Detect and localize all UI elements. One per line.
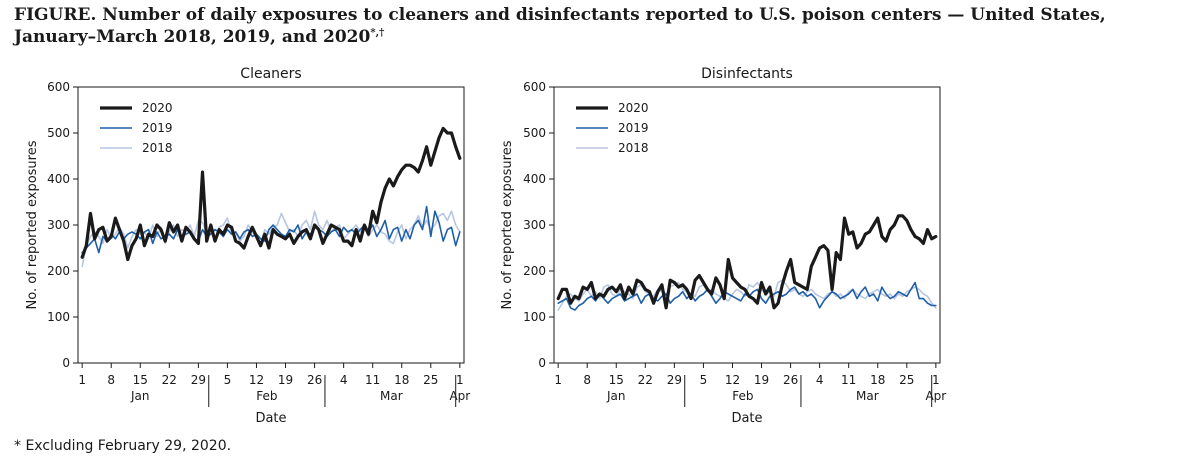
disinfectants-x-tick-label: 29 [667,373,682,387]
cleaners-y-tick-label: 200 [47,264,70,278]
disinfectants-x-tick-label: 8 [583,373,591,387]
disinfectants-plot-frame [553,86,941,364]
disinfectants-y-tick-label: 100 [523,310,546,324]
disinfectants-y-tick-label: 0 [538,356,546,370]
cleaners-y-tick-label: 500 [47,126,70,140]
cleaners-x-tick-label: 19 [278,373,293,387]
disinfectants-x-tick-label: 5 [700,373,708,387]
cleaners-x-axis-label: Date [255,411,286,426]
disinfectants-month-label: Jan [606,389,626,403]
disinfectants-x-tick-label: 26 [783,373,798,387]
cleaners-legend-label-2018: 2018 [142,141,173,155]
disinfectants-x-tick-label: 1 [932,373,940,387]
cleaners-x-tick-label: 25 [423,373,438,387]
cleaners-series-2020-line [80,126,462,262]
cleaners-x-tick-label: 1 [78,373,86,387]
cleaners-month-label: Apr [449,389,470,403]
cleaners-x-tick-label: 11 [365,373,380,387]
cleaners-y-tick-label: 300 [47,218,70,232]
disinfectants-x-tick-label: 12 [725,373,740,387]
cleaners-x-tick-label: 8 [107,373,115,387]
cleaners-x-tick-label: 5 [224,373,232,387]
disinfectants-chart-title: Disinfectants [701,66,793,82]
cleaners-y-tick-label: 400 [47,172,70,186]
disinfectants-y-axis-label: No. of reported exposures [500,140,515,309]
figure-title-marks: *,† [370,27,385,39]
disinfectants-y-tick-label: 600 [523,80,546,94]
disinfectants-y-tick-label: 300 [523,218,546,232]
disinfectants-month-label: Feb [732,389,753,403]
cleaners-x-tick-label: 26 [307,373,322,387]
cleaners-series-2018-line [81,210,461,268]
cleaners-x-tick-label: 1 [456,373,464,387]
cleaners-legend-label-2020: 2020 [142,101,173,115]
disinfectants-series-2020-line [556,214,938,310]
cleaners-legend-label-2019: 2019 [142,121,173,135]
cleaners-month-label: Jan [130,389,150,403]
cleaners-y-tick-label: 0 [62,356,70,370]
cleaners-y-axis-label: No. of reported exposures [25,140,40,309]
disinfectants-x-tick-label: 18 [870,373,885,387]
figure-title-text: FIGURE. Number of daily exposures to cle… [14,5,1106,47]
disinfectants-x-tick-label: 19 [754,373,769,387]
disinfectants-series-2019-line [557,281,937,311]
cleaners-plot-frame [77,86,465,364]
disinfectants-month-label: Mar [856,389,879,403]
cleaners-panel: Cleaners 0 100 200 300 400 500 600 No. of report… [25,66,470,426]
disinfectants-x-axis-label: Date [731,411,762,426]
cleaners-x-tick-label: 15 [133,373,148,387]
disinfectants-y-tick-label: 500 [523,126,546,140]
disinfectants-x-tick-label: 11 [841,373,856,387]
disinfectants-x-tick-label: 22 [638,373,653,387]
cleaners-x-tick-label: 29 [191,373,206,387]
disinfectants-legend-label-2020: 2020 [618,101,649,115]
cleaners-x-tick-label: 18 [394,373,409,387]
cleaners-x-tick-label: 22 [162,373,177,387]
figure-title: FIGURE. Number of daily exposures to cle… [14,4,1190,48]
cleaners-month-label: Mar [380,389,403,403]
disinfectants-month-label: Apr [925,389,946,403]
disinfectants-x-tick-label: 25 [899,373,914,387]
cleaners-x-tick-label: 12 [249,373,264,387]
disinfectants-y-tick-label: 400 [523,172,546,186]
cleaners-series-2019-line [81,205,461,254]
cleaners-chart-title: Cleaners [240,66,301,82]
disinfectants-x-tick-label: 1 [554,373,562,387]
disinfectants-panel: Disinfectants 0 100 200 300 400 500 600 No. of r… [500,66,946,426]
cleaners-y-tick-label: 600 [47,80,70,94]
cleaners-x-tick-label: 4 [340,373,348,387]
disinfectants-x-tick-label: 4 [816,373,824,387]
cleaners-y-tick-label: 100 [47,310,70,324]
disinfectants-x-tick-label: 15 [609,373,624,387]
cleaners-month-label: Feb [256,389,277,403]
disinfectants-legend-label-2018: 2018 [618,141,649,155]
disinfectants-y-tick-label: 200 [523,264,546,278]
disinfectants-legend-label-2019: 2019 [618,121,649,135]
footnote: * Excluding February 29, 2020. [14,438,232,454]
